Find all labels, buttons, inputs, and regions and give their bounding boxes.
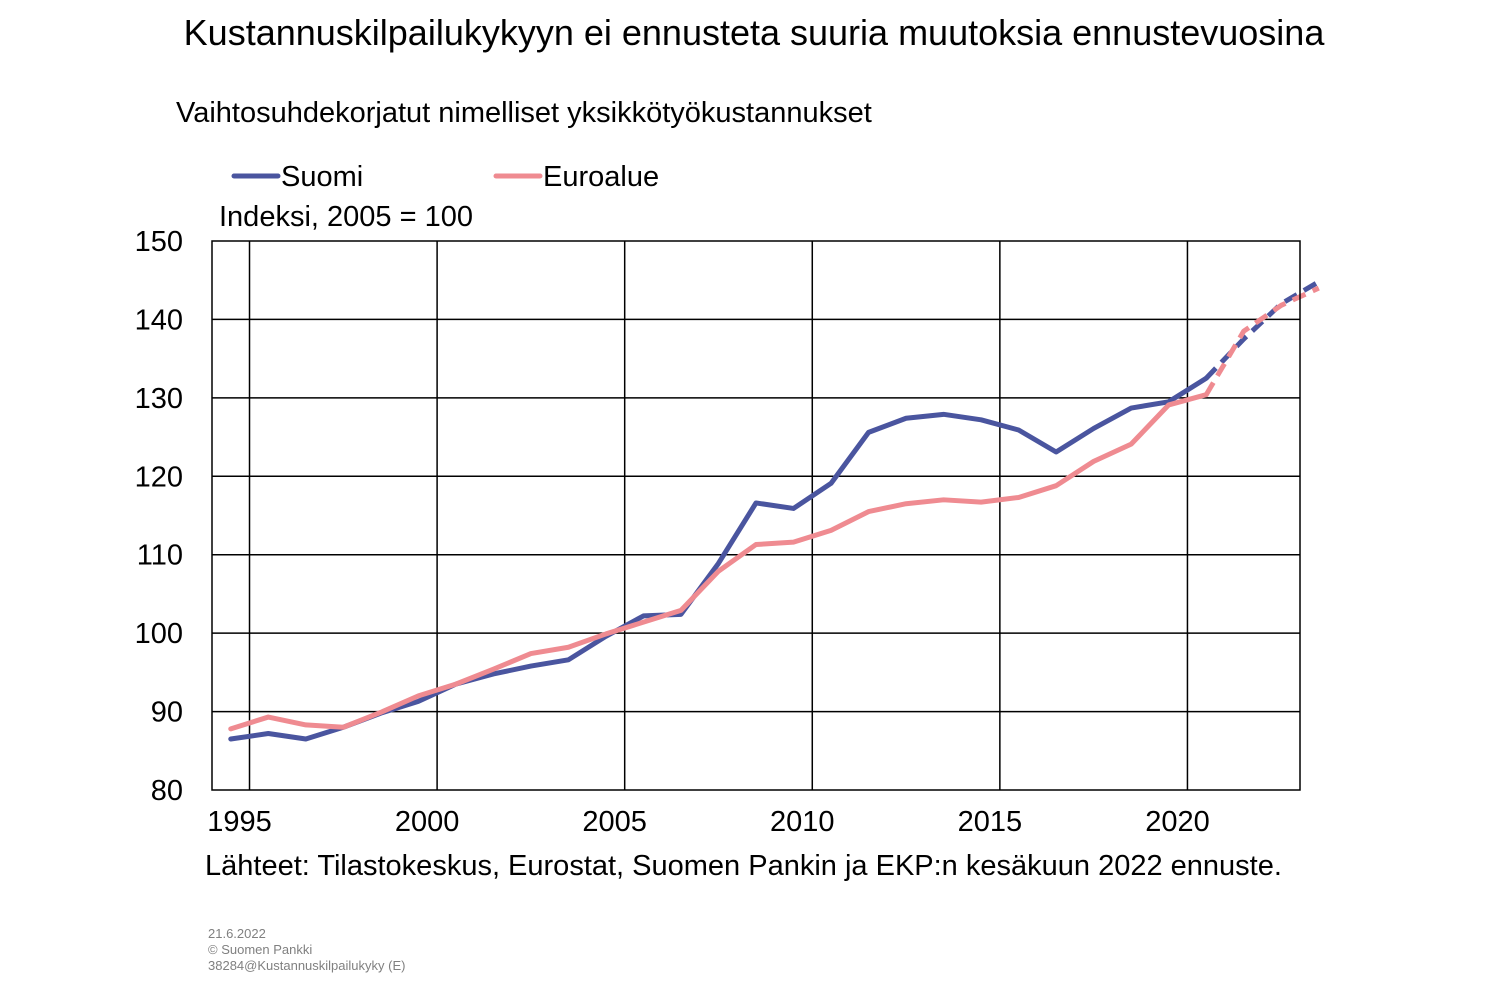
y-tick-label: 120: [135, 461, 183, 493]
x-tick-label: 2000: [395, 806, 460, 838]
y-tick-label: 110: [137, 540, 183, 572]
chart-subtitle: Vaihtosuhdekorjatut nimelliset yksikköty…: [176, 97, 872, 129]
y-tick-label: 100: [135, 618, 183, 650]
legend-label-1: Euroalue: [543, 161, 659, 193]
y-tick-label: 140: [135, 304, 183, 336]
grid-lines: [212, 241, 1300, 790]
x-tick-label: 2005: [582, 806, 647, 838]
y-tick-label: 150: [135, 226, 183, 258]
series-forecast-line-0: [1204, 279, 1321, 380]
legend-label-0: Suomi: [281, 161, 363, 193]
x-tick-label: 2015: [958, 806, 1023, 838]
series-forecast-line-1: [1204, 285, 1320, 396]
y-tick-label: 80: [151, 775, 183, 807]
footer-date: 21.6.2022: [208, 926, 266, 941]
plot-frame: [211, 240, 1301, 791]
source-note: Lähteet: Tilastokeskus, Eurostat, Suomen…: [205, 850, 1282, 882]
y-tick-label: 90: [151, 697, 183, 729]
y-tick-labels: 80 90 100 110 120 130 140 150: [135, 226, 183, 807]
x-tick-label: 2010: [770, 806, 835, 838]
x-tick-labels: 1995 2000 2005 2010 2015 2020: [207, 806, 1209, 838]
series-lines: [228, 279, 1321, 742]
series-line-1: [228, 392, 1209, 732]
chart-title: Kustannuskilpailukykyyn ei ennusteta suu…: [183, 12, 1325, 53]
y-tick-label: 130: [135, 383, 183, 415]
footer-code: 38284@Kustannuskilpailukyky (E): [208, 958, 406, 973]
legend: Suomi Euroalue: [231, 161, 659, 193]
footer-copyright: © Suomen Pankki: [208, 942, 313, 957]
series-line-0: [228, 375, 1209, 742]
x-tick-label: 2020: [1145, 806, 1210, 838]
unit-label: Indeksi, 2005 = 100: [219, 201, 473, 233]
x-tick-label: 1995: [207, 806, 272, 838]
